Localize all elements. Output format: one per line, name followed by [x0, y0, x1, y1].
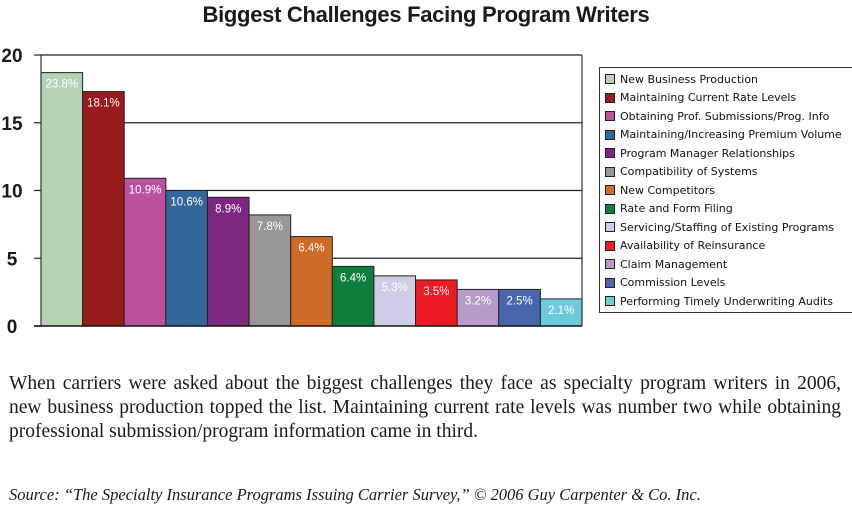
bars [40, 72, 583, 327]
bar-data-label: 2.1% [548, 305, 574, 317]
legend-label: Rate and Form Filing [620, 202, 733, 215]
chart-title: Biggest Challenges Facing Program Writer… [202, 2, 650, 27]
bar-data-label: 10.6% [170, 197, 203, 209]
legend-label: Program Manager Relationships [620, 146, 795, 160]
legend-item: Program Manager Relationships [605, 144, 795, 162]
bar-data-label: 3.5% [423, 286, 449, 298]
bar-data-label: 2.5% [506, 295, 532, 307]
legend-item: Maintaining Current Rate Levels [605, 89, 796, 107]
legend-label: Servicing/Staffing of Existing Programs [620, 220, 835, 234]
bar [373, 275, 417, 327]
legend-swatch [605, 240, 615, 251]
bar [165, 190, 208, 327]
legend-label: Performing Timely Underwriting Audits [620, 294, 833, 308]
bar-data-label: 6.4% [298, 243, 324, 255]
legend-item: Claim Management [605, 255, 727, 273]
legend-label: Claim Management [620, 257, 728, 271]
legend-item: Commission Levels [605, 274, 725, 292]
legend-swatch [605, 74, 615, 84]
bar-data-label: 10.9% [129, 184, 162, 196]
legend-item: Obtaining Prof. Submissions/Prog. Info [605, 107, 829, 125]
legend-swatch [605, 222, 615, 232]
legend: New Business Production Maintaining Curre… [599, 67, 852, 313]
legend-item: Rate and Form Filing [605, 200, 733, 218]
legend-swatch [605, 296, 615, 306]
legend-item: Performing Timely Underwriting Audits [605, 292, 833, 310]
source-citation: Source: “The Specialty Insurance Program… [9, 485, 701, 504]
legend-label: Maintaining Current Rate Levels [620, 91, 797, 104]
bar-data-label: 3.2% [465, 295, 491, 307]
legend-item: New Competitors [605, 181, 715, 199]
bar-data-label: 5.3% [382, 282, 408, 294]
legend-label: Obtaining Prof. Submissions/Prog. Info [620, 109, 830, 123]
legend-label: Commission Levels [620, 276, 726, 289]
legend-label: New Business Production [620, 72, 759, 86]
axes [34, 55, 583, 327]
legend-item: Availability of Reinsurance [605, 237, 765, 255]
legend-swatch [605, 129, 615, 140]
y-tick-label: 0 [7, 317, 18, 338]
legend-swatch [605, 111, 615, 121]
y-tick-label: 15 [1, 114, 23, 135]
legend-swatch [605, 185, 615, 195]
bar-chart: 23.8% 18.1% 10.9% 10.6% 8.9% 7.8% 6.4% 6.4% 5.3%… [1, 46, 583, 338]
bar [82, 91, 125, 327]
bar [206, 196, 250, 327]
legend-swatch [605, 166, 615, 177]
caption-text: When carriers were asked about the bigge… [9, 373, 841, 442]
y-tick-label: 10 [1, 182, 22, 203]
bar-data-label: 18.1% [87, 98, 120, 110]
bar-data-label: 6.4% [340, 272, 366, 284]
legend-label: Availability of Reinsurance [620, 239, 766, 252]
bar-data-label: 23.8% [46, 79, 79, 91]
legend-label: New Competitors [620, 183, 716, 197]
y-axis-ticks: 0 5 10 15 20 [1, 46, 41, 338]
legend-label: Compatibility of Systems [620, 165, 758, 178]
legend-swatch [605, 203, 615, 214]
legend-swatch [605, 148, 615, 158]
bar-data-label: 8.9% [215, 203, 241, 215]
data-labels: 23.8% 18.1% 10.9% 10.6% 8.9% 7.8% 6.4% 6.4% 5.3%… [46, 79, 575, 317]
bar [456, 288, 500, 327]
legend-item: Maintaining/Increasing Premium Volume [605, 126, 842, 144]
legend-swatch [605, 277, 615, 288]
legend-swatch [605, 92, 615, 103]
bar [123, 177, 167, 327]
legend-item: Servicing/Staffing of Existing Programs [605, 218, 834, 236]
bar [331, 265, 375, 327]
legend-item: Compatibility of Systems [605, 163, 758, 181]
y-tick-label: 20 [1, 46, 22, 67]
legend-item: New Business Production [605, 70, 758, 88]
bar-data-label: 7.8% [257, 221, 283, 233]
y-tick-label: 5 [7, 249, 18, 270]
legend-swatch [605, 259, 615, 269]
bar [248, 214, 292, 327]
legend-label: Maintaining/Increasing Premium Volume [620, 128, 842, 141]
bar [40, 72, 84, 327]
